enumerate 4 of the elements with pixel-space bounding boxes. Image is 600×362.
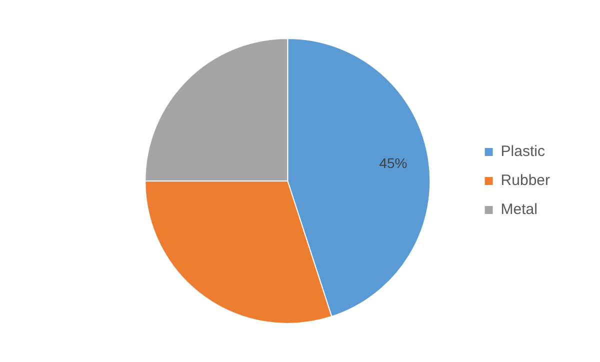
legend-label: Rubber — [500, 172, 550, 190]
data-label: 45% — [379, 155, 408, 172]
legend-label: Plastic — [500, 143, 546, 160]
legend-label: Metal — [500, 201, 538, 218]
